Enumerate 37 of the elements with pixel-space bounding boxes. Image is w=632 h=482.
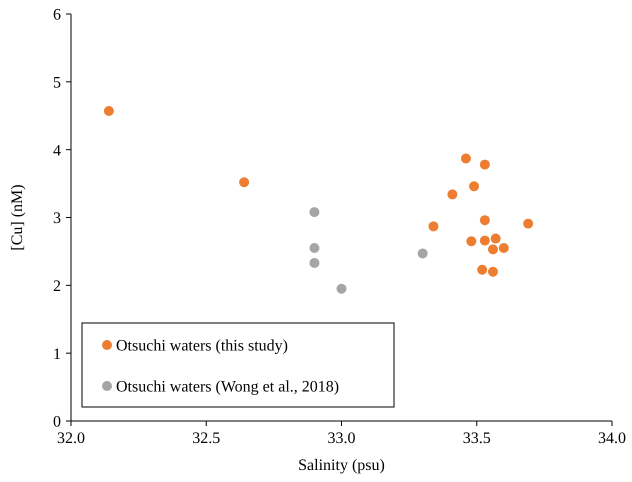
point <box>477 264 488 275</box>
point <box>239 177 250 188</box>
point <box>104 106 114 116</box>
point <box>480 160 490 170</box>
y-axis-title: [Cu] (nM) <box>9 184 26 251</box>
point <box>447 189 458 200</box>
point <box>498 243 509 254</box>
y-tick-label: 3 <box>53 210 61 228</box>
point <box>488 266 498 277</box>
point <box>480 215 490 226</box>
point <box>480 236 490 246</box>
x-tick-label: 33.0 <box>328 430 356 447</box>
x-tick-label: 32.5 <box>192 430 220 447</box>
y-tick-label: 4 <box>53 142 61 160</box>
x-axis-title: Salinity (psu) <box>298 457 385 474</box>
point <box>418 248 428 258</box>
point <box>490 234 501 244</box>
x-tick-label: 34.0 <box>598 430 626 447</box>
point <box>309 258 320 268</box>
point <box>469 181 480 192</box>
y-tick-label: 0 <box>53 414 61 431</box>
point <box>428 221 438 232</box>
point <box>309 243 320 254</box>
point <box>309 207 320 218</box>
x-tick-label: 33.5 <box>462 430 491 447</box>
point <box>523 218 534 229</box>
y-tick-label: 2 <box>53 278 61 295</box>
point <box>488 244 498 254</box>
y-tick-label: 5 <box>53 74 61 92</box>
point <box>466 236 476 246</box>
x-tick-label: 32.0 <box>57 430 85 447</box>
point <box>336 284 346 294</box>
legend-label: Otsuchi waters (this study) <box>116 338 288 355</box>
y-tick-label: 1 <box>53 346 61 363</box>
legend-label: Otsuchi waters (Wong et al., 2018) <box>116 378 340 396</box>
point <box>460 153 471 164</box>
y-tick-label: 6 <box>53 6 61 24</box>
